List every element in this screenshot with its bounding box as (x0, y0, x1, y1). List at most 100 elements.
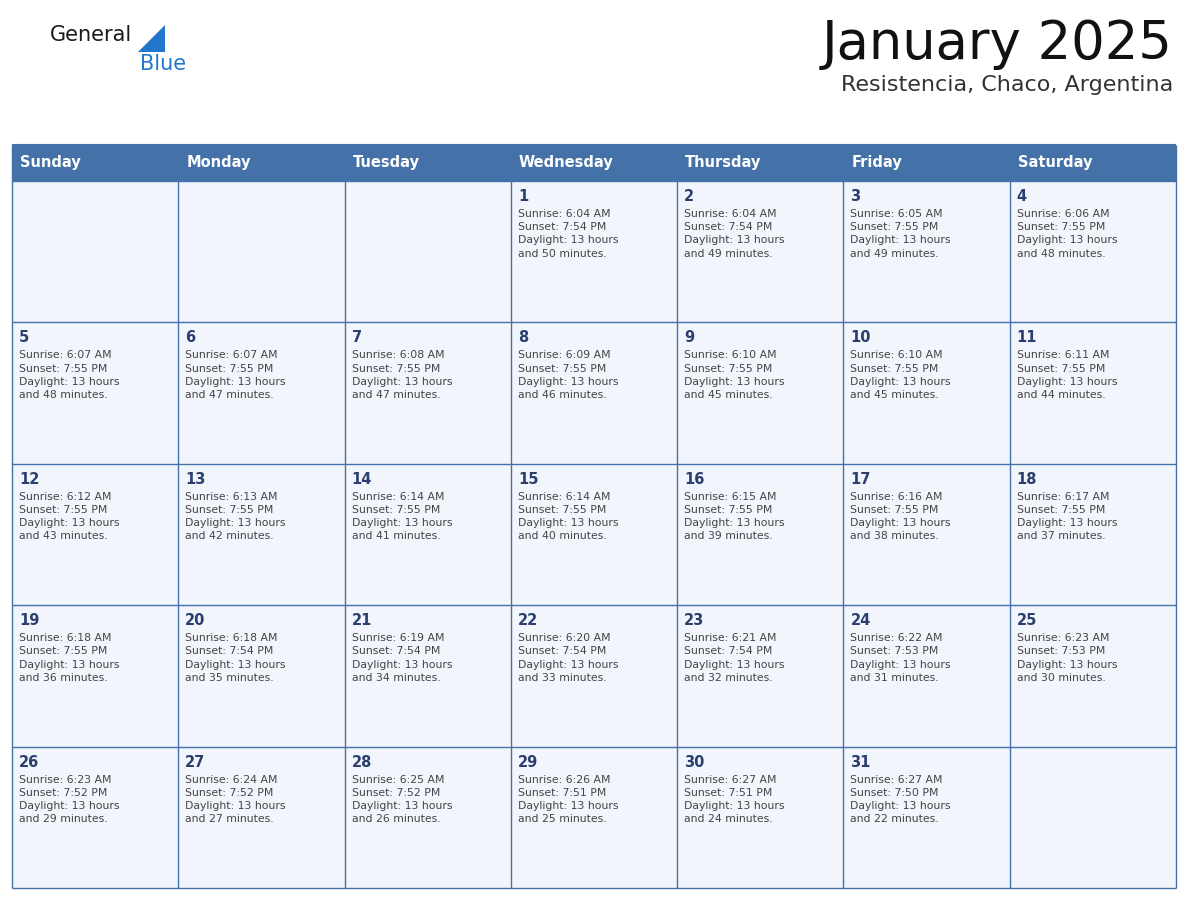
Text: 4: 4 (1017, 189, 1026, 204)
Text: Thursday: Thursday (685, 155, 762, 171)
Bar (843, 322, 1010, 464)
Text: Sunrise: 6:14 AM
Sunset: 7:55 PM
Daylight: 13 hours
and 41 minutes.: Sunrise: 6:14 AM Sunset: 7:55 PM Dayligh… (352, 492, 453, 542)
Text: 20: 20 (185, 613, 206, 628)
Text: Sunrise: 6:07 AM
Sunset: 7:55 PM
Daylight: 13 hours
and 48 minutes.: Sunrise: 6:07 AM Sunset: 7:55 PM Dayligh… (19, 351, 120, 400)
Bar (12, 145, 1176, 181)
Text: 19: 19 (19, 613, 39, 628)
Bar (178, 322, 345, 464)
Text: 28: 28 (352, 755, 372, 769)
Text: 17: 17 (851, 472, 871, 487)
Text: Sunrise: 6:24 AM
Sunset: 7:52 PM
Daylight: 13 hours
and 27 minutes.: Sunrise: 6:24 AM Sunset: 7:52 PM Dayligh… (185, 775, 286, 824)
Text: Tuesday: Tuesday (353, 155, 419, 171)
Text: 6: 6 (185, 330, 195, 345)
Bar (12, 746, 178, 888)
Text: Resistencia, Chaco, Argentina: Resistencia, Chaco, Argentina (841, 75, 1173, 95)
Text: Sunrise: 6:23 AM
Sunset: 7:52 PM
Daylight: 13 hours
and 29 minutes.: Sunrise: 6:23 AM Sunset: 7:52 PM Dayligh… (19, 775, 120, 824)
Text: 2: 2 (684, 189, 694, 204)
Text: Sunrise: 6:27 AM
Sunset: 7:51 PM
Daylight: 13 hours
and 24 minutes.: Sunrise: 6:27 AM Sunset: 7:51 PM Dayligh… (684, 775, 784, 824)
Text: Sunrise: 6:25 AM
Sunset: 7:52 PM
Daylight: 13 hours
and 26 minutes.: Sunrise: 6:25 AM Sunset: 7:52 PM Dayligh… (352, 775, 453, 824)
Text: 1: 1 (518, 189, 529, 204)
Text: 24: 24 (851, 613, 871, 628)
Text: 8: 8 (518, 330, 529, 345)
Bar (178, 746, 345, 888)
Bar (843, 746, 1010, 888)
Bar (1010, 605, 1176, 746)
Text: 31: 31 (851, 755, 871, 769)
Text: Blue: Blue (140, 54, 187, 74)
Bar (1010, 322, 1176, 464)
Text: Sunrise: 6:05 AM
Sunset: 7:55 PM
Daylight: 13 hours
and 49 minutes.: Sunrise: 6:05 AM Sunset: 7:55 PM Dayligh… (851, 209, 950, 259)
Text: Sunrise: 6:20 AM
Sunset: 7:54 PM
Daylight: 13 hours
and 33 minutes.: Sunrise: 6:20 AM Sunset: 7:54 PM Dayligh… (518, 633, 619, 683)
Text: Wednesday: Wednesday (519, 155, 614, 171)
Bar (12, 464, 178, 605)
Text: Sunrise: 6:19 AM
Sunset: 7:54 PM
Daylight: 13 hours
and 34 minutes.: Sunrise: 6:19 AM Sunset: 7:54 PM Dayligh… (352, 633, 453, 683)
Text: 3: 3 (851, 189, 860, 204)
Text: Sunrise: 6:22 AM
Sunset: 7:53 PM
Daylight: 13 hours
and 31 minutes.: Sunrise: 6:22 AM Sunset: 7:53 PM Dayligh… (851, 633, 950, 683)
Bar (677, 322, 843, 464)
Text: 10: 10 (851, 330, 871, 345)
Text: Sunrise: 6:18 AM
Sunset: 7:55 PM
Daylight: 13 hours
and 36 minutes.: Sunrise: 6:18 AM Sunset: 7:55 PM Dayligh… (19, 633, 120, 683)
Text: Sunrise: 6:08 AM
Sunset: 7:55 PM
Daylight: 13 hours
and 47 minutes.: Sunrise: 6:08 AM Sunset: 7:55 PM Dayligh… (352, 351, 453, 400)
Text: January 2025: January 2025 (822, 18, 1173, 70)
Bar (178, 605, 345, 746)
Bar (12, 605, 178, 746)
Bar (677, 746, 843, 888)
Bar (511, 746, 677, 888)
Text: 25: 25 (1017, 613, 1037, 628)
Polygon shape (138, 25, 165, 52)
Text: Saturday: Saturday (1018, 155, 1092, 171)
Text: Sunrise: 6:23 AM
Sunset: 7:53 PM
Daylight: 13 hours
and 30 minutes.: Sunrise: 6:23 AM Sunset: 7:53 PM Dayligh… (1017, 633, 1117, 683)
Text: Friday: Friday (852, 155, 902, 171)
Text: 11: 11 (1017, 330, 1037, 345)
Bar (178, 181, 345, 322)
Bar (178, 464, 345, 605)
Text: 23: 23 (684, 613, 704, 628)
Bar (843, 464, 1010, 605)
Bar (12, 322, 178, 464)
Bar (843, 181, 1010, 322)
Text: 16: 16 (684, 472, 704, 487)
Text: 18: 18 (1017, 472, 1037, 487)
Bar (677, 605, 843, 746)
Text: 5: 5 (19, 330, 30, 345)
Text: 27: 27 (185, 755, 206, 769)
Text: 14: 14 (352, 472, 372, 487)
Text: General: General (50, 25, 132, 45)
Bar (511, 464, 677, 605)
Text: Sunrise: 6:04 AM
Sunset: 7:54 PM
Daylight: 13 hours
and 50 minutes.: Sunrise: 6:04 AM Sunset: 7:54 PM Dayligh… (518, 209, 619, 259)
Bar (345, 322, 511, 464)
Bar (345, 181, 511, 322)
Bar (511, 605, 677, 746)
Text: 22: 22 (518, 613, 538, 628)
Text: 26: 26 (19, 755, 39, 769)
Bar (677, 181, 843, 322)
Bar (511, 181, 677, 322)
Text: Sunrise: 6:10 AM
Sunset: 7:55 PM
Daylight: 13 hours
and 45 minutes.: Sunrise: 6:10 AM Sunset: 7:55 PM Dayligh… (851, 351, 950, 400)
Text: 13: 13 (185, 472, 206, 487)
Text: Sunrise: 6:07 AM
Sunset: 7:55 PM
Daylight: 13 hours
and 47 minutes.: Sunrise: 6:07 AM Sunset: 7:55 PM Dayligh… (185, 351, 286, 400)
Text: Sunday: Sunday (20, 155, 81, 171)
Text: 30: 30 (684, 755, 704, 769)
Bar (345, 746, 511, 888)
Text: Sunrise: 6:14 AM
Sunset: 7:55 PM
Daylight: 13 hours
and 40 minutes.: Sunrise: 6:14 AM Sunset: 7:55 PM Dayligh… (518, 492, 619, 542)
Bar (12, 181, 178, 322)
Text: 15: 15 (518, 472, 538, 487)
Text: Sunrise: 6:15 AM
Sunset: 7:55 PM
Daylight: 13 hours
and 39 minutes.: Sunrise: 6:15 AM Sunset: 7:55 PM Dayligh… (684, 492, 784, 542)
Text: Sunrise: 6:12 AM
Sunset: 7:55 PM
Daylight: 13 hours
and 43 minutes.: Sunrise: 6:12 AM Sunset: 7:55 PM Dayligh… (19, 492, 120, 542)
Text: Sunrise: 6:11 AM
Sunset: 7:55 PM
Daylight: 13 hours
and 44 minutes.: Sunrise: 6:11 AM Sunset: 7:55 PM Dayligh… (1017, 351, 1117, 400)
Bar (345, 464, 511, 605)
Text: Sunrise: 6:09 AM
Sunset: 7:55 PM
Daylight: 13 hours
and 46 minutes.: Sunrise: 6:09 AM Sunset: 7:55 PM Dayligh… (518, 351, 619, 400)
Text: Sunrise: 6:21 AM
Sunset: 7:54 PM
Daylight: 13 hours
and 32 minutes.: Sunrise: 6:21 AM Sunset: 7:54 PM Dayligh… (684, 633, 784, 683)
Text: Sunrise: 6:16 AM
Sunset: 7:55 PM
Daylight: 13 hours
and 38 minutes.: Sunrise: 6:16 AM Sunset: 7:55 PM Dayligh… (851, 492, 950, 542)
Text: Sunrise: 6:06 AM
Sunset: 7:55 PM
Daylight: 13 hours
and 48 minutes.: Sunrise: 6:06 AM Sunset: 7:55 PM Dayligh… (1017, 209, 1117, 259)
Bar (1010, 464, 1176, 605)
Text: Sunrise: 6:10 AM
Sunset: 7:55 PM
Daylight: 13 hours
and 45 minutes.: Sunrise: 6:10 AM Sunset: 7:55 PM Dayligh… (684, 351, 784, 400)
Bar (1010, 746, 1176, 888)
Text: Sunrise: 6:17 AM
Sunset: 7:55 PM
Daylight: 13 hours
and 37 minutes.: Sunrise: 6:17 AM Sunset: 7:55 PM Dayligh… (1017, 492, 1117, 542)
Text: 12: 12 (19, 472, 39, 487)
Text: 21: 21 (352, 613, 372, 628)
Bar (843, 605, 1010, 746)
Text: Sunrise: 6:04 AM
Sunset: 7:54 PM
Daylight: 13 hours
and 49 minutes.: Sunrise: 6:04 AM Sunset: 7:54 PM Dayligh… (684, 209, 784, 259)
Text: 9: 9 (684, 330, 694, 345)
Bar (345, 605, 511, 746)
